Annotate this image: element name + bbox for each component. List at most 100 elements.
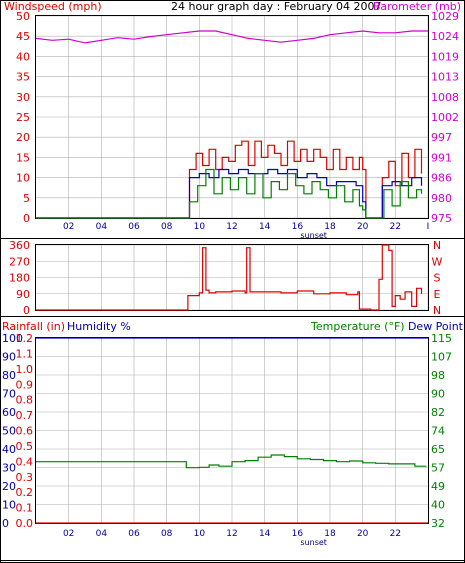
hour-tick: 04	[96, 529, 108, 539]
hour-tick: 22	[390, 222, 401, 232]
temp-humidity-panel: Rainfall (in) Humidity % Temperature (°F…	[0, 316, 465, 561]
barometer-tick: 1024	[431, 30, 459, 43]
hour-tick: 14	[259, 529, 271, 539]
rainfall-tick: 1.2	[16, 332, 34, 345]
barometer-tick: 980	[431, 192, 452, 205]
rainfall-axis-title: Rainfall (in)	[2, 320, 65, 333]
windspeed-tick: 35	[16, 71, 30, 84]
compass-tick: W	[432, 255, 443, 268]
temperature-tick: 57	[431, 462, 445, 475]
barometer-tick: 991	[431, 151, 452, 164]
windspeed-tick: 20	[16, 131, 30, 144]
rainfall-tick: 0.9	[16, 378, 34, 391]
barometer-tick: 997	[431, 131, 452, 144]
humidity-tick: 10	[2, 499, 16, 512]
sunset-label: sunset	[300, 231, 327, 240]
temperature-tick: 82	[431, 406, 445, 419]
hour-tick: 16	[292, 222, 304, 232]
temperature-tick: 65	[431, 443, 445, 456]
wind-plot-frame	[35, 15, 429, 219]
rainfall-tick: 0.2	[16, 486, 34, 499]
rainfall-tick: 0.7	[16, 409, 34, 422]
rainfall-tick: 1.1	[16, 347, 34, 360]
hour-tick: 22	[390, 529, 401, 539]
series-direction	[36, 244, 423, 311]
humidity-tick: 100	[2, 332, 23, 345]
hour-tick: 18	[324, 222, 336, 232]
series-green	[36, 168, 423, 219]
temperature-tick: 107	[431, 351, 452, 364]
hour-tick: 08	[161, 222, 173, 232]
humidity-tick: 0	[2, 517, 9, 530]
windspeed-tick: 40	[16, 50, 30, 63]
rainfall-tick: 0.3	[16, 471, 34, 484]
hour-tick: 10	[194, 529, 206, 539]
temperature-axis-title: Temperature (°F)	[310, 320, 405, 333]
degree-tick: 90	[16, 288, 30, 301]
barometer-tick: 1013	[431, 71, 459, 84]
rainfall-tick: 0.1	[16, 502, 34, 515]
windspeed-tick: 15	[16, 151, 30, 164]
dew-point-axis-title: Dew Point	[408, 320, 464, 333]
direction-series	[36, 244, 423, 311]
series-baro	[35, 30, 428, 44]
hour-tick: 02	[63, 222, 74, 232]
hour-tick: 20	[357, 222, 369, 232]
climate-grid	[36, 337, 428, 524]
compass-tick: S	[434, 272, 441, 285]
hour-tick: 06	[128, 529, 140, 539]
hour-tick: 08	[161, 529, 173, 539]
windspeed-tick: 45	[16, 30, 30, 43]
windspeed-tick: 30	[16, 91, 30, 104]
windspeed-tick: 25	[16, 111, 30, 124]
barometer-tick-labels: 975 980 986 991 997 1002 1008 1013 1019 1024 1029	[431, 10, 459, 225]
graph-title: 24 hour graph day : February 04 2007	[171, 0, 382, 13]
windspeed-tick: 50	[16, 10, 30, 23]
windspeed-tick-labels: 0 5 10 15 20 25 30 35 40 45 50	[16, 10, 30, 225]
hour-tick: 10	[194, 222, 206, 232]
humidity-tick: 90	[2, 351, 16, 364]
barometer-tick: 1019	[431, 50, 459, 63]
degree-tick: 180	[9, 272, 30, 285]
series-temp	[36, 454, 427, 469]
series-avg	[36, 168, 423, 219]
sunset-label: sunset	[300, 538, 327, 547]
degree-tick: 0	[23, 304, 30, 317]
hour-tick: 06	[128, 222, 140, 232]
humidity-tick: 60	[2, 406, 16, 419]
windspeed-tick: 5	[23, 192, 30, 205]
hour-tick: 12	[226, 529, 237, 539]
windspeed-axis-title: Windspeed (mph)	[4, 0, 102, 13]
temperature-tick: 115	[431, 332, 452, 345]
barometer-tick: 975	[431, 212, 452, 225]
rainfall-tick: 0.4	[16, 455, 34, 468]
humidity-tick: 80	[2, 369, 16, 382]
hour-tick: 18	[324, 529, 336, 539]
hour-tick: 12	[226, 222, 237, 232]
humidity-tick: 70	[2, 388, 16, 401]
barometer-tick: 1002	[431, 111, 459, 124]
climate-x-tick-labels: 02 04 06 08 10 12 14 16 18 20 22	[63, 529, 401, 539]
hour-tick: 20	[357, 529, 369, 539]
compass-tick: N	[433, 304, 441, 317]
compass-tick: E	[434, 288, 441, 301]
hour-tick: 02	[63, 529, 74, 539]
wind-x-tick-labels: 02 04 06 08 10 12 14 16 18 20 22 I	[63, 222, 429, 232]
hour-tick: 16	[292, 529, 304, 539]
rainfall-tick: 0.5	[16, 440, 34, 453]
humidity-tick: 20	[2, 480, 16, 493]
temperature-tick: 90	[431, 388, 445, 401]
degree-tick-labels: 0 90 180 270 360	[9, 239, 30, 317]
rainfall-tick: 0.8	[16, 394, 34, 407]
compass-tick: N	[433, 239, 441, 252]
degree-tick: 360	[9, 239, 30, 252]
humidity-tick: 50	[2, 425, 16, 438]
humidity-axis-title: Humidity %	[67, 320, 131, 333]
temperature-tick: 98	[431, 369, 445, 382]
humidity-tick: 40	[2, 443, 16, 456]
